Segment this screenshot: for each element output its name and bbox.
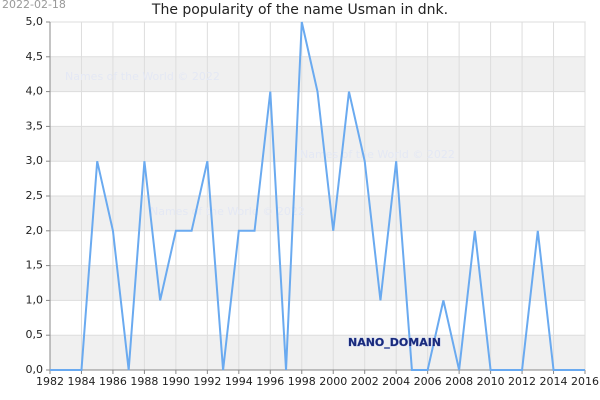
y-tick-label: 4,0 (26, 85, 44, 98)
x-tick-label: 1990 (162, 375, 190, 388)
y-tick-label: 0,5 (26, 328, 44, 341)
watermark: Names of the World © 2022 (300, 148, 455, 161)
x-tick-label: 1998 (288, 375, 316, 388)
y-tick-label: 5,0 (26, 15, 44, 28)
band (50, 56, 585, 92)
x-tick-label: 2016 (571, 375, 599, 388)
band (50, 265, 585, 301)
y-tick-label: 4,5 (26, 50, 44, 63)
x-tick-label: 2004 (382, 375, 410, 388)
band (50, 126, 585, 162)
line (50, 21, 585, 371)
chart-title: The popularity of the name Usman in dnk. (151, 2, 448, 18)
domain-label: NANO_DOMAIN (348, 336, 441, 349)
date-stamp: 2022-02-18 (2, 0, 66, 11)
y-tick-label: 1,5 (26, 259, 44, 272)
x-tick-label: 2002 (351, 375, 379, 388)
band (50, 196, 585, 231)
x-tick-label: 1986 (99, 375, 127, 388)
x-tick-label: 2014 (540, 375, 568, 388)
x-tick-label: 2008 (445, 375, 473, 388)
watermark: Names of the World © 2022 (150, 205, 305, 218)
x-tick-label: 2012 (508, 375, 536, 388)
x-tick-label: 1982 (36, 375, 64, 388)
y-tick-label: 0,0 (26, 363, 44, 376)
x-tick-label: 1994 (225, 375, 253, 388)
y-tick-label: 1,0 (26, 293, 44, 306)
watermark: Names of the World © 2022 (65, 70, 220, 83)
y-tick-label: 3,0 (26, 154, 44, 167)
x-tick-label: 1988 (130, 375, 158, 388)
x-tick-label: 1996 (256, 375, 284, 388)
x-tick-label: 2010 (477, 375, 505, 388)
band (50, 335, 585, 370)
y-tick-label: 2,5 (26, 189, 44, 202)
x-tick-label: 2006 (414, 375, 442, 388)
x-tick-label: 1992 (193, 375, 221, 388)
y-tick-label: 2,0 (26, 224, 44, 237)
y-tick-label: 3,5 (26, 119, 44, 132)
x-tick-label: 1984 (67, 375, 95, 388)
x-tick-label: 2000 (319, 375, 347, 388)
